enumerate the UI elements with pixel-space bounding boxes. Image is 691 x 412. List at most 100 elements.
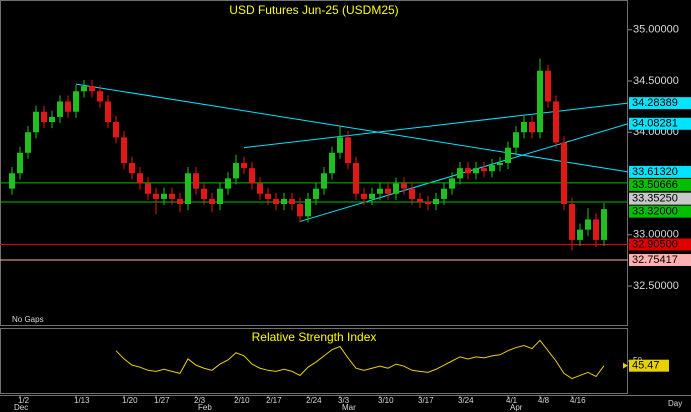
level-label-box: [629, 97, 691, 110]
x-tick-label: 1/13: [74, 396, 90, 405]
candle-body: [329, 152, 335, 174]
candle-body: [25, 132, 31, 153]
candle-body: [57, 101, 63, 117]
rsi-panel: [0, 328, 628, 394]
x-tick-label: 2/17: [266, 396, 282, 405]
x-tick-label: 3/24: [458, 396, 474, 405]
candle-body: [481, 168, 487, 172]
level-label: 33.32000: [632, 206, 678, 218]
candle-body: [81, 86, 87, 92]
level-label: 32.75417: [632, 254, 678, 266]
x-unit: Day: [668, 399, 682, 408]
candle-body: [305, 198, 311, 217]
month-label: Feb: [198, 403, 212, 412]
candle-body: [177, 198, 183, 205]
x-tick-label: 4/8: [538, 396, 550, 405]
level-label: 33.50666: [632, 179, 678, 191]
candle-body: [185, 173, 191, 205]
candle-body: [321, 173, 327, 189]
candle-body: [497, 163, 503, 166]
candle-body: [97, 91, 103, 102]
candle-body: [161, 193, 167, 199]
candle-body: [9, 173, 15, 189]
trend-line: [243, 102, 629, 149]
candle-body: [265, 193, 271, 199]
candle-body: [457, 168, 463, 179]
rsi-label-box: [629, 359, 669, 372]
candle-body: [193, 173, 199, 189]
candle-body: [89, 86, 95, 92]
level-label: 34.08281: [632, 118, 678, 130]
level-label: 33.35250: [632, 193, 678, 205]
level-label-box: [629, 165, 691, 178]
candle-body: [489, 165, 495, 172]
y-tick-label: 34.50000: [633, 75, 679, 87]
y-tick-label: 32.50000: [633, 280, 679, 292]
trend-line: [299, 123, 629, 222]
y-tick-label: 33.00000: [633, 229, 679, 241]
candle-body: [601, 209, 607, 240]
candle-body: [353, 163, 359, 194]
level-label: 33.61320: [632, 166, 678, 178]
candle-body: [73, 91, 79, 112]
x-tick-label: 4/1: [506, 396, 518, 405]
candle-body: [377, 188, 383, 194]
x-tick-label: 1/2: [18, 396, 30, 405]
month-label: Dec: [14, 403, 28, 412]
candle-body: [209, 198, 215, 205]
candle-body: [585, 219, 591, 230]
note: No Gaps: [12, 315, 44, 324]
x-tick-label: 3/3: [338, 396, 350, 405]
candle-body: [593, 219, 599, 240]
candle-body: [385, 188, 391, 194]
candle-body: [113, 122, 119, 138]
candle-body: [153, 193, 159, 199]
candle-body: [49, 116, 55, 123]
candle-body: [553, 101, 559, 143]
candle-body: [401, 183, 407, 189]
candle-body: [41, 111, 47, 123]
x-tick-label: 2/24: [306, 396, 322, 405]
candle-body: [545, 70, 551, 102]
x-tick-label: 3/10: [378, 396, 394, 405]
candle-body: [473, 168, 479, 174]
trend-line: [75, 83, 629, 173]
candle-body: [233, 163, 239, 179]
candle-body: [313, 188, 319, 199]
candle-body: [249, 168, 255, 184]
x-tick-label: 4/16: [570, 396, 586, 405]
candle-body: [145, 183, 151, 194]
candle-body: [65, 101, 71, 112]
candle-body: [225, 178, 231, 189]
y-tick-label: 35.00000: [633, 24, 679, 36]
level-label-box: [629, 253, 691, 266]
candle-body: [337, 137, 343, 153]
candle-body: [137, 173, 143, 184]
level-label-box: [629, 205, 691, 218]
candle-body: [297, 204, 303, 217]
price-panel: [0, 0, 628, 326]
candle-body: [417, 198, 423, 202]
candle-body: [105, 101, 111, 123]
level-label-box: [629, 238, 691, 251]
candle-body: [17, 152, 23, 174]
x-tick-label: 1/20: [122, 396, 138, 405]
candle-body: [537, 70, 543, 133]
candle-body: [505, 147, 511, 164]
candle-body: [217, 188, 223, 205]
candle-body: [465, 168, 471, 174]
x-tick-label: 2/3: [194, 396, 206, 405]
month-label: Mar: [342, 403, 356, 412]
rsi-title: Relative Strength Index: [252, 330, 377, 344]
candle-body: [425, 201, 431, 205]
candle-body: [33, 111, 39, 133]
level-label-box: [629, 117, 691, 130]
candle-body: [361, 193, 367, 199]
candle-body: [281, 198, 287, 205]
candle-body: [241, 163, 247, 169]
candle-body: [449, 178, 455, 189]
level-label-box: [629, 178, 691, 191]
candle-body: [409, 188, 415, 199]
